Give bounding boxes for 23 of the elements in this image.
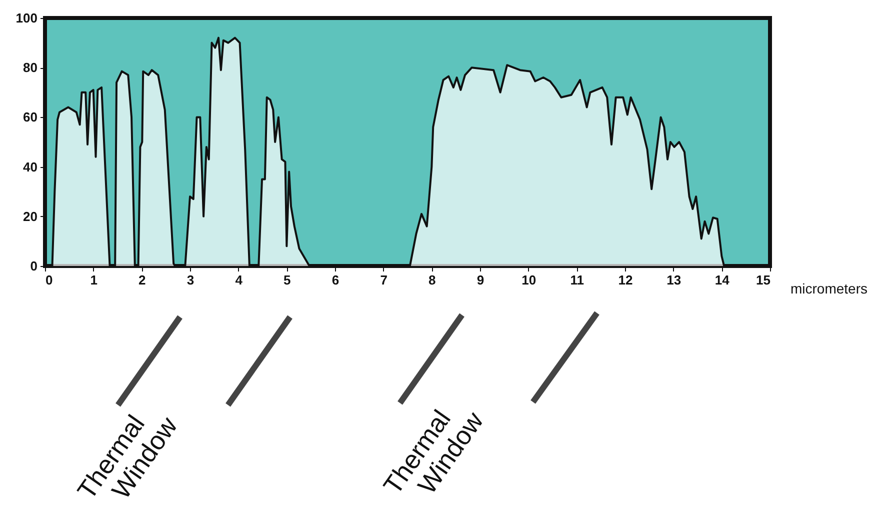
x-tick-label: 1 <box>90 272 98 288</box>
x-tick-label: 11 <box>570 272 584 288</box>
x-axis-title: micrometers <box>790 280 868 296</box>
x-tick-label: 0 <box>46 272 53 288</box>
x-tick-label: 12 <box>618 272 633 288</box>
x-tick-label: 10 <box>522 272 536 288</box>
x-tick-label: 14 <box>714 272 730 288</box>
x-tick-label: 13 <box>666 272 682 288</box>
x-tick-label: 9 <box>476 272 484 288</box>
x-tick-label: 8 <box>428 272 436 288</box>
x-tick-label: 6 <box>332 272 340 288</box>
y-tick-label: 40 <box>23 159 38 174</box>
x-tick-label: 2 <box>138 272 146 288</box>
x-tick-label: 15 <box>756 272 770 288</box>
x-tick-label: 4 <box>235 272 244 288</box>
y-tick-label: 0 <box>30 258 38 274</box>
x-tick-label: 7 <box>380 272 388 288</box>
y-tick-label: 80 <box>23 60 38 76</box>
y-tick-label: 100 <box>16 10 38 26</box>
y-tick-label: 20 <box>23 208 38 224</box>
x-tick-label: 5 <box>284 272 291 288</box>
y-tick-label: 60 <box>23 110 38 125</box>
x-tick-label: 3 <box>186 272 194 288</box>
